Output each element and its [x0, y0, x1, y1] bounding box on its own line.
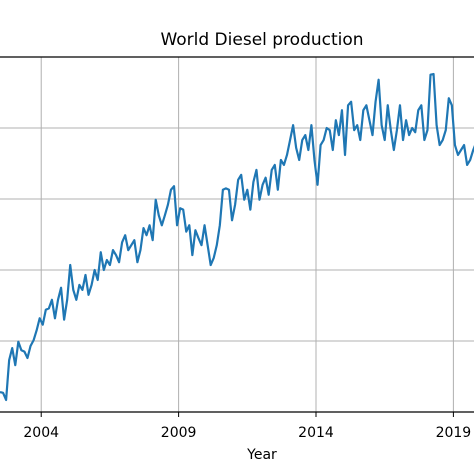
- x-axis-label: Year: [246, 447, 277, 463]
- x-tick-label: 2019: [436, 425, 472, 441]
- data-line: [0, 72, 474, 402]
- chart-title: World Diesel production: [160, 30, 363, 50]
- x-tick-label: 2014: [298, 425, 334, 441]
- x-tick-label: 2009: [161, 425, 197, 441]
- x-tick-label: 2004: [23, 425, 59, 441]
